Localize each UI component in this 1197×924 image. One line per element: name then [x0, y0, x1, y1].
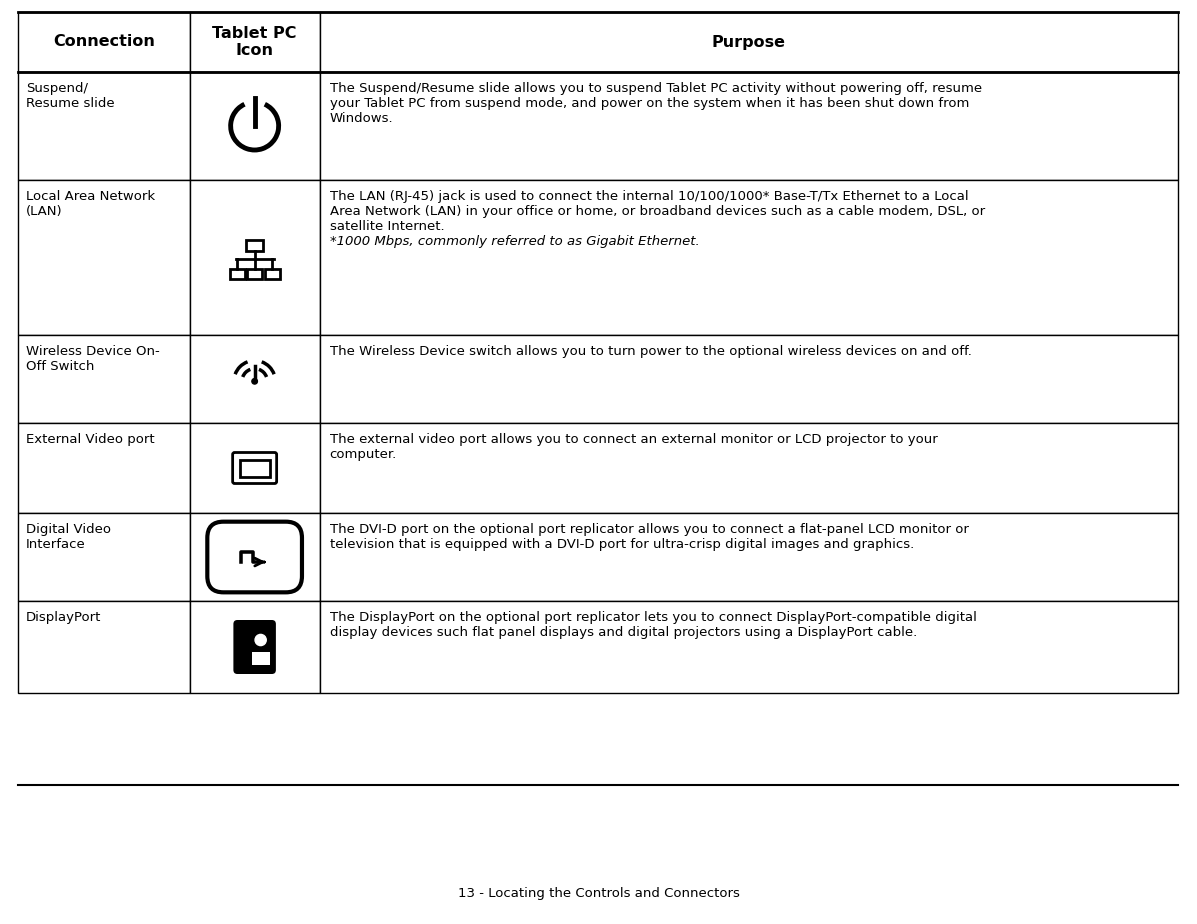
Text: The LAN (RJ-45) jack is used to connect the internal 10/100/1000* Base-T/Tx Ethe: The LAN (RJ-45) jack is used to connect … [329, 190, 985, 233]
Text: The Wireless Device switch allows you to turn power to the optional wireless dev: The Wireless Device switch allows you to… [329, 345, 972, 358]
Bar [189, 12, 320, 72]
Text: Digital Video
Interface: Digital Video Interface [26, 523, 111, 551]
Text: *1000 Mbps, commonly referred to as Gigabit Ethernet.: *1000 Mbps, commonly referred to as Giga… [329, 235, 699, 248]
Text: Wireless Device On-
Off Switch: Wireless Device On- Off Switch [26, 345, 159, 373]
Text: Purpose: Purpose [712, 34, 785, 50]
FancyBboxPatch shape [207, 522, 302, 592]
Circle shape [255, 635, 266, 646]
Bar [18, 513, 189, 601]
Bar [230, 269, 244, 278]
Bar [189, 180, 320, 335]
FancyBboxPatch shape [233, 620, 275, 674]
Bar [18, 423, 189, 513]
Bar [189, 513, 320, 601]
Text: The DisplayPort on the optional port replicator lets you to connect DisplayPort-: The DisplayPort on the optional port rep… [329, 611, 977, 639]
Text: 13 - Locating the Controls and Connectors: 13 - Locating the Controls and Connector… [457, 886, 740, 899]
Text: The Suspend/Resume slide allows you to suspend Tablet PC activity without poweri: The Suspend/Resume slide allows you to s… [329, 82, 982, 125]
Circle shape [251, 379, 257, 384]
Bar [320, 423, 1178, 513]
FancyBboxPatch shape [238, 624, 274, 652]
FancyBboxPatch shape [232, 453, 277, 483]
Text: The DVI-D port on the optional port replicator allows you to connect a flat-pane: The DVI-D port on the optional port repl… [329, 523, 968, 551]
Bar [189, 601, 320, 693]
Text: Tablet PC
Icon: Tablet PC Icon [212, 26, 297, 58]
Text: Connection: Connection [53, 34, 154, 50]
Bar [320, 12, 1178, 72]
Bar [18, 180, 189, 335]
Bar [320, 335, 1178, 423]
Text: DisplayPort: DisplayPort [26, 611, 102, 624]
Bar [189, 423, 320, 513]
Bar [320, 601, 1178, 693]
Bar [18, 12, 189, 72]
Bar [189, 72, 320, 180]
Bar [320, 513, 1178, 601]
Bar [247, 269, 262, 278]
Text: Suspend/
Resume slide: Suspend/ Resume slide [26, 82, 115, 110]
Bar [239, 459, 269, 477]
Bar [265, 269, 280, 278]
Text: The external video port allows you to connect an external monitor or LCD project: The external video port allows you to co… [329, 433, 937, 461]
Text: External Video port: External Video port [26, 433, 154, 446]
Bar [320, 72, 1178, 180]
Bar [247, 239, 263, 250]
Bar [242, 629, 253, 665]
Bar [320, 180, 1178, 335]
Text: Local Area Network
(LAN): Local Area Network (LAN) [26, 190, 156, 218]
Bar [18, 601, 189, 693]
Bar [18, 72, 189, 180]
Bar [18, 335, 189, 423]
Bar [189, 335, 320, 423]
Bar [242, 629, 269, 665]
